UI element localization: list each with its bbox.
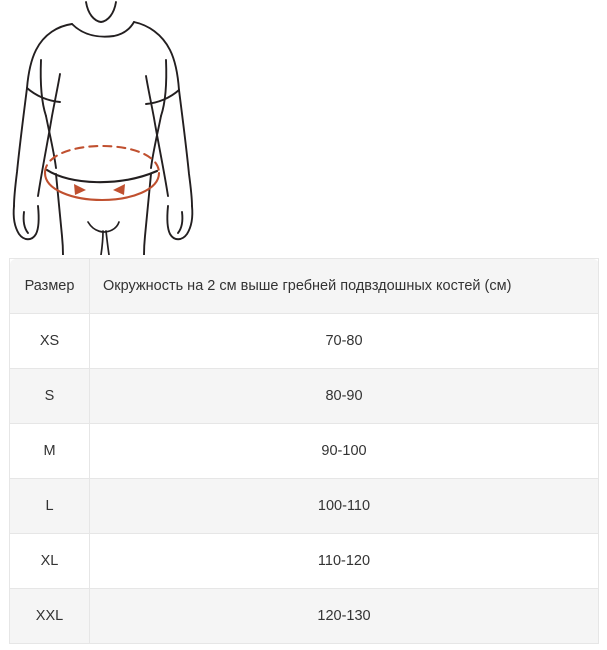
table-row: S 80-90: [9, 368, 599, 424]
cell-value: 110-120: [89, 533, 599, 589]
cell-size: S: [9, 368, 90, 424]
measure-loop-dashed-back: [43, 144, 161, 175]
arrowhead-right: [74, 184, 86, 195]
measure-loop-arrowheads: [74, 184, 125, 195]
column-header-size: Размер: [9, 258, 90, 314]
cell-size: L: [9, 478, 90, 534]
cell-value: 70-80: [89, 313, 599, 369]
size-chart-table: Размер Окружность на 2 см выше гребней п…: [9, 258, 599, 644]
hip-measure-loop: [43, 144, 161, 202]
table-body: XS 70-80 S 80-90 M 90-100 L 100-110 XL 1…: [9, 313, 599, 644]
cell-size: XL: [9, 533, 90, 589]
cell-size: XXL: [9, 588, 90, 644]
table-row: M 90-100: [9, 423, 599, 479]
body-outline: [12, 1, 194, 255]
torso-measurement-diagram-icon: [12, 1, 194, 255]
cell-value: 100-110: [89, 478, 599, 534]
arrowhead-left: [113, 184, 125, 195]
cell-value: 120-130: [89, 588, 599, 644]
cell-value: 80-90: [89, 368, 599, 424]
table-row: L 100-110: [9, 478, 599, 534]
table-row: XXL 120-130: [9, 588, 599, 644]
illustration-panel: [0, 0, 607, 255]
table-header-row: Размер Окружность на 2 см выше гребней п…: [9, 258, 599, 314]
table-header: Размер Окружность на 2 см выше гребней п…: [9, 258, 599, 314]
cell-value: 90-100: [89, 423, 599, 479]
size-chart-container: Размер Окружность на 2 см выше гребней п…: [9, 258, 599, 644]
table-row: XS 70-80: [9, 313, 599, 369]
measure-loop-solid-front: [43, 171, 161, 202]
cell-size: M: [9, 423, 90, 479]
table-row: XL 110-120: [9, 533, 599, 589]
column-header-circumference: Окружность на 2 см выше гребней подвздош…: [89, 258, 599, 314]
cell-size: XS: [9, 313, 90, 369]
